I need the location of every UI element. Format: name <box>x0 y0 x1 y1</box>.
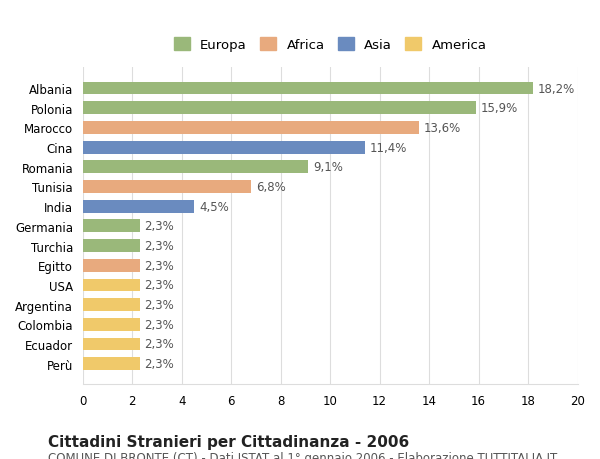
Text: Cittadini Stranieri per Cittadinanza - 2006: Cittadini Stranieri per Cittadinanza - 2… <box>48 434 409 449</box>
Text: 6,8%: 6,8% <box>256 180 286 194</box>
Text: 4,5%: 4,5% <box>199 200 229 213</box>
Text: 2,3%: 2,3% <box>145 240 175 252</box>
Bar <box>83 279 140 291</box>
Text: 2,3%: 2,3% <box>145 358 175 370</box>
Text: 18,2%: 18,2% <box>538 82 575 95</box>
Text: 2,3%: 2,3% <box>145 298 175 311</box>
Bar <box>83 141 365 154</box>
Text: COMUNE DI BRONTE (CT) - Dati ISTAT al 1° gennaio 2006 - Elaborazione TUTTITALIA.: COMUNE DI BRONTE (CT) - Dati ISTAT al 1°… <box>48 451 557 459</box>
Text: 2,3%: 2,3% <box>145 220 175 233</box>
Bar <box>83 298 140 311</box>
Bar <box>83 240 140 252</box>
Bar <box>83 83 533 95</box>
Text: 15,9%: 15,9% <box>481 102 518 115</box>
Bar <box>83 161 308 174</box>
Text: 2,3%: 2,3% <box>145 259 175 272</box>
Bar <box>83 200 194 213</box>
Text: 11,4%: 11,4% <box>370 141 407 154</box>
Text: 13,6%: 13,6% <box>424 122 461 134</box>
Bar <box>83 102 476 115</box>
Text: 9,1%: 9,1% <box>313 161 343 174</box>
Bar <box>83 220 140 233</box>
Bar <box>83 259 140 272</box>
Bar <box>83 122 419 134</box>
Text: 2,3%: 2,3% <box>145 318 175 331</box>
Text: 2,3%: 2,3% <box>145 338 175 351</box>
Bar <box>83 318 140 331</box>
Bar <box>83 358 140 370</box>
Bar <box>83 338 140 351</box>
Text: 2,3%: 2,3% <box>145 279 175 292</box>
Bar <box>83 181 251 194</box>
Legend: Europa, Africa, Asia, America: Europa, Africa, Asia, America <box>170 34 491 56</box>
